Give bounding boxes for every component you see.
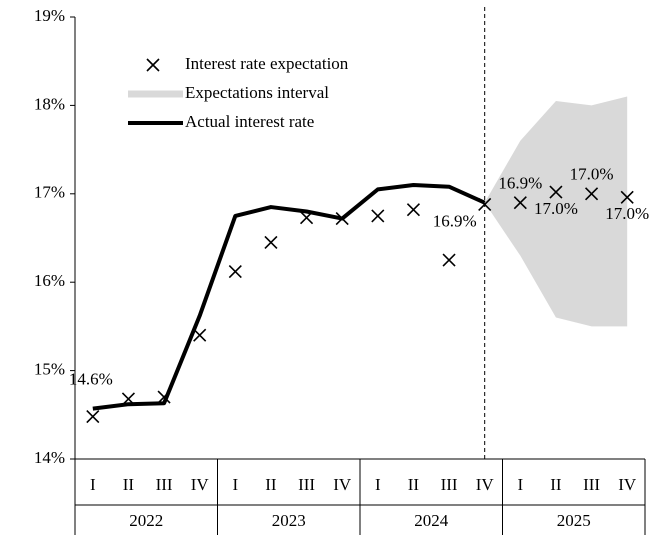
actual-line: [92, 182, 486, 411]
marker: [442, 253, 456, 267]
legend-label: Actual interest rate: [185, 112, 314, 131]
y-tick-label: 16%: [34, 271, 65, 290]
marker: [406, 203, 421, 217]
marker: [193, 328, 207, 342]
marker: [513, 196, 527, 210]
marker: [620, 190, 634, 204]
x-tick-label: III: [583, 475, 600, 494]
x-group-label: 2024: [414, 511, 449, 530]
x-tick-label: II: [123, 475, 135, 494]
x-tick-label: IV: [476, 475, 495, 494]
interval-band: [484, 96, 628, 327]
marker: [121, 392, 136, 406]
x-group-label: 2022: [129, 511, 163, 530]
x-tick-label: III: [156, 475, 173, 494]
x-tick-label: III: [298, 475, 315, 494]
marker: [335, 211, 349, 226]
marker: [549, 185, 563, 199]
marker: [157, 390, 171, 404]
x-tick-label: I: [232, 475, 238, 494]
y-tick-label: 15%: [34, 360, 65, 379]
y-tick-label: 14%: [34, 448, 65, 467]
y-tick-label: 18%: [34, 94, 65, 113]
data-label: 16.9%: [498, 174, 542, 193]
marker: [86, 410, 100, 424]
marker: [584, 187, 599, 201]
x-group-label: 2023: [272, 511, 306, 530]
x-tick-label: I: [375, 475, 381, 494]
x-tick-label: II: [550, 475, 562, 494]
marker: [478, 197, 492, 211]
data-label: 17.0%: [570, 165, 614, 184]
data-label: 17.0%: [605, 204, 649, 223]
marker: [264, 235, 278, 249]
data-label: 16.9%: [433, 211, 477, 230]
x-group-label: 2025: [557, 511, 591, 530]
marker: [146, 58, 160, 72]
marker: [371, 209, 385, 223]
y-tick-label: 19%: [34, 6, 65, 25]
x-tick-label: II: [408, 475, 420, 494]
x-tick-label: I: [517, 475, 523, 494]
x-tick-label: III: [441, 475, 458, 494]
x-tick-label: IV: [333, 475, 352, 494]
legend-label: Expectations interval: [185, 83, 329, 102]
y-tick-label: 17%: [34, 183, 65, 202]
x-tick-label: II: [265, 475, 277, 494]
x-tick-label: IV: [191, 475, 210, 494]
marker: [228, 265, 242, 279]
legend-label: Interest rate expectation: [185, 54, 349, 73]
data-label: 14.6%: [69, 370, 113, 389]
x-tick-label: I: [90, 475, 96, 494]
marker: [299, 211, 314, 225]
x-tick-label: IV: [618, 475, 637, 494]
data-label: 17.0%: [534, 199, 578, 218]
